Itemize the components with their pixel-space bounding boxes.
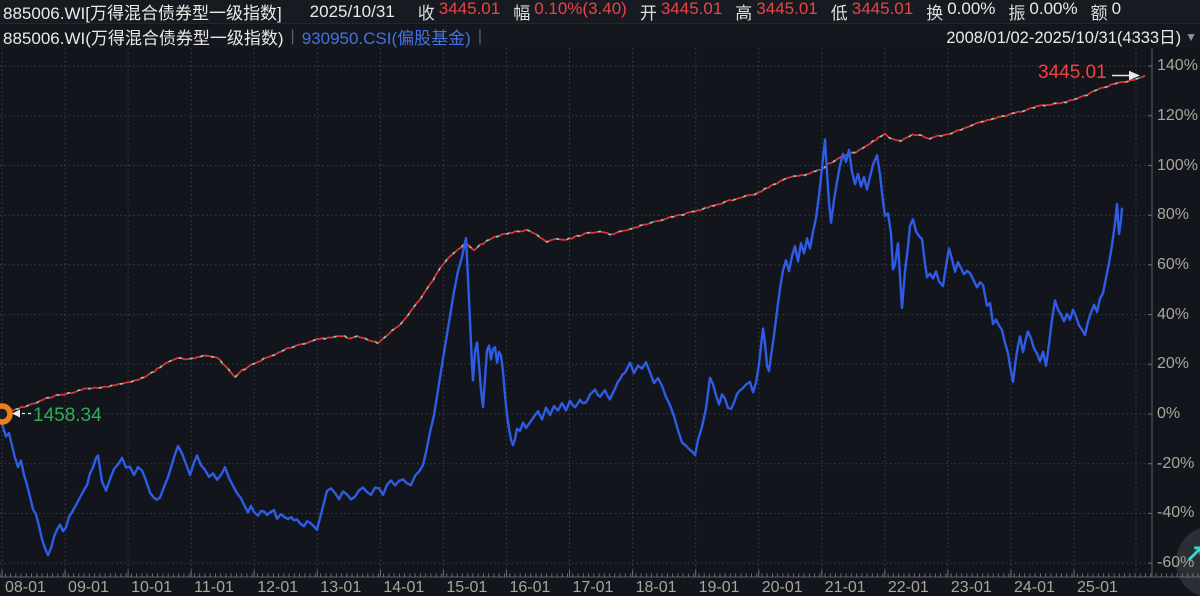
security-name: 885006.WI[万得混合债券型一级指数] bbox=[3, 4, 282, 23]
series-latest-value-label: 3445.01 bbox=[1038, 62, 1107, 83]
quote-field: 幅 0.10%(3.40) bbox=[513, 0, 627, 23]
x-axis-label: 20-01 bbox=[761, 579, 803, 596]
x-axis-label: 12-01 bbox=[257, 579, 299, 596]
quote-fields: 收 3445.01 幅 0.10%(3.40) 开 3445.01 高 3445.01 低 344… bbox=[405, 0, 1122, 23]
y-axis-label: -20% bbox=[1157, 454, 1195, 472]
arrow-up-right-icon: ↗ bbox=[1185, 540, 1200, 567]
y-axis-label: 60% bbox=[1157, 255, 1190, 273]
y-axis-label: 140% bbox=[1157, 57, 1198, 75]
x-axis-label: 13-01 bbox=[320, 579, 362, 596]
x-axis-label: 18-01 bbox=[635, 579, 677, 596]
quote-date: 2025/10/31 bbox=[309, 1, 395, 21]
x-axis-label: 21-01 bbox=[824, 579, 866, 596]
legend-separator: | bbox=[290, 27, 295, 45]
x-axis-label: 16-01 bbox=[509, 579, 551, 596]
x-axis-label: 23-01 bbox=[950, 579, 992, 596]
legend-series1[interactable]: 885006.WI(万得混合债券型一级指数) bbox=[3, 29, 284, 48]
y-axis-label: 20% bbox=[1157, 355, 1190, 373]
quote-field: 换 0.00% bbox=[926, 0, 996, 23]
chevron-down-icon[interactable]: ▼ bbox=[1185, 29, 1197, 44]
x-axis-label: 24-01 bbox=[1013, 579, 1055, 596]
quote-field: 收 3445.01 bbox=[417, 0, 501, 23]
series-start-value-label: 1458.34 bbox=[33, 405, 102, 426]
legend-separator: | bbox=[477, 27, 482, 45]
x-axis-label: 15-01 bbox=[446, 579, 488, 596]
y-axis-label: 80% bbox=[1157, 206, 1190, 224]
x-axis-label: 19-01 bbox=[698, 579, 740, 596]
y-axis-label: 100% bbox=[1157, 156, 1198, 174]
quote-bar: 885006.WI[万得混合债券型一级指数] 2025/10/31 收 3445.… bbox=[0, 0, 1200, 24]
x-axis-label: 14-01 bbox=[383, 579, 425, 596]
quote-field: 高 3445.01 bbox=[735, 0, 818, 23]
quote-field: 开 3445.01 bbox=[639, 0, 723, 23]
y-axis-label: 0% bbox=[1157, 405, 1181, 422]
y-axis-label: 120% bbox=[1157, 106, 1198, 124]
y-axis-label: -60% bbox=[1157, 554, 1195, 572]
date-range-selector[interactable]: 2008/01/02-2025/10/31(4333日) bbox=[946, 25, 1181, 48]
x-axis-label: 08-01 bbox=[5, 579, 46, 596]
quote-field: 低 3445.01 bbox=[830, 0, 914, 23]
quote-field: 振 0.00% bbox=[1008, 0, 1078, 23]
y-axis-label: 40% bbox=[1157, 305, 1190, 323]
x-axis-label: 17-01 bbox=[572, 579, 614, 596]
x-axis-label: 09-01 bbox=[68, 579, 109, 596]
legend-bar: 885006.WI(万得混合债券型一级指数) | 930950.CSI(偏股基金… bbox=[0, 25, 1200, 48]
x-axis-label: 11-01 bbox=[194, 579, 234, 596]
x-axis-label: 22-01 bbox=[887, 579, 929, 596]
x-axis-label: 25-01 bbox=[1077, 579, 1118, 596]
x-axis-label: 10-01 bbox=[131, 579, 173, 596]
y-axis-label: -40% bbox=[1157, 504, 1195, 522]
legend-series2[interactable]: 930950.CSI(偏股基金) bbox=[301, 29, 471, 48]
